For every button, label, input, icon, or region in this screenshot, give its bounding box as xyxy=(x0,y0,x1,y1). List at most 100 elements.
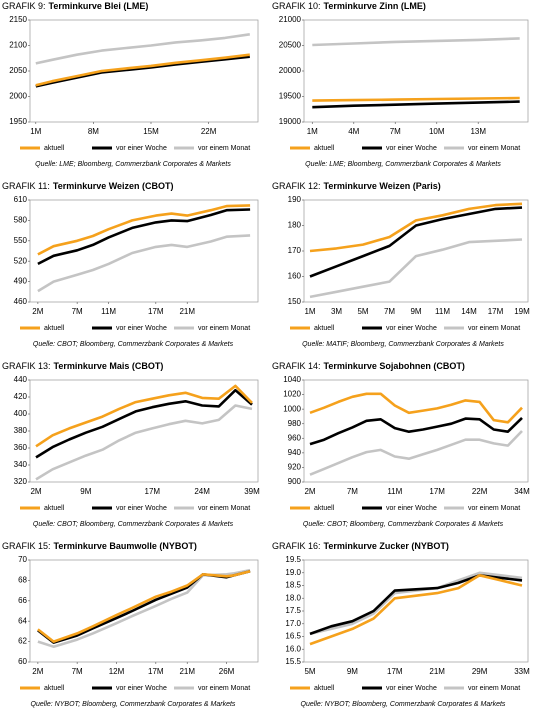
y-tick-label: 1020 xyxy=(283,390,301,399)
chart-label: GRAFIK 16: xyxy=(272,541,321,551)
x-tick-label: 8M xyxy=(88,127,99,136)
x-tick-label: 21M xyxy=(179,307,195,316)
series-line xyxy=(37,569,251,643)
x-tick-label: 12M xyxy=(109,667,125,676)
series-line xyxy=(309,238,523,299)
source-note: Quelle: MATIF; Bloomberg, Commerzbank Co… xyxy=(302,341,504,348)
legend-label: aktuell xyxy=(314,505,335,512)
y-tick-label: 1950 xyxy=(9,117,27,126)
series-line xyxy=(312,96,520,102)
plot-frame xyxy=(29,559,259,663)
y-tick-label: 490 xyxy=(14,277,28,286)
chart-title: GRAFIK 12: Terminkurve Weizen (Paris) xyxy=(272,181,441,191)
y-tick-label: 1000 xyxy=(283,404,301,413)
y-tick-label: 170 xyxy=(288,246,302,255)
x-tick-label: 7M xyxy=(72,667,83,676)
y-tick-label: 66 xyxy=(18,596,27,605)
legend-label: vor einer Woche xyxy=(386,505,437,512)
y-tick-label: 19.5 xyxy=(285,555,301,564)
x-tick-label: 7M xyxy=(347,487,358,496)
x-tick-label: 5M xyxy=(357,307,368,316)
x-tick-label: 24M xyxy=(194,487,210,496)
y-tick-label: 18.5 xyxy=(285,581,301,590)
y-tick-label: 70 xyxy=(18,555,27,564)
source-note: Quelle: CBOT; Bloomberg, Commerzbank Cor… xyxy=(303,521,504,528)
x-tick-label: 21M xyxy=(429,667,445,676)
chart-title-text: Terminkurve Baumwolle (NYBOT) xyxy=(54,541,197,551)
series-line xyxy=(309,574,523,646)
source-note: Quelle: LME; Bloomberg, Commerzbank Corp… xyxy=(305,161,501,168)
x-tick-label: 11M xyxy=(435,307,450,316)
x-tick-label: 2M xyxy=(32,307,43,316)
y-tick-label: 980 xyxy=(288,419,302,428)
x-tick-label: 19M xyxy=(514,307,530,316)
chart-label: GRAFIK 13: xyxy=(2,361,51,371)
y-tick-label: 19000 xyxy=(279,117,302,126)
chart-label: GRAFIK 14: xyxy=(272,361,321,371)
x-tick-label: 7M xyxy=(384,307,395,316)
y-tick-label: 380 xyxy=(14,426,28,435)
series-line xyxy=(37,234,251,293)
x-tick-label: 11M xyxy=(387,487,402,496)
x-tick-label: 10M xyxy=(429,127,445,136)
x-tick-label: 2M xyxy=(304,487,315,496)
y-tick-label: 19500 xyxy=(279,92,302,101)
y-tick-label: 150 xyxy=(288,297,302,306)
series-line xyxy=(312,37,520,47)
y-tick-label: 21000 xyxy=(279,15,302,24)
plot-frame xyxy=(303,199,529,303)
y-tick-label: 180 xyxy=(288,221,302,230)
y-tick-label: 580 xyxy=(14,216,28,225)
y-tick-label: 2000 xyxy=(9,92,27,101)
legend-label: aktuell xyxy=(44,685,65,692)
source-note: Quelle: CBOT; Bloomberg, Commerzbank Cor… xyxy=(33,341,234,348)
chart-title-text: Terminkurve Zucker (NYBOT) xyxy=(324,541,449,551)
x-tick-label: 1M xyxy=(30,127,41,136)
legend-label: vor einer Woche xyxy=(116,145,167,152)
plot-frame xyxy=(29,199,259,303)
legend-label: vor einem Monat xyxy=(468,145,520,152)
y-tick-label: 2050 xyxy=(9,66,27,75)
chart-label: GRAFIK 9: xyxy=(2,1,46,11)
x-tick-label: 3M xyxy=(331,307,342,316)
legend-label: vor einem Monat xyxy=(468,325,520,332)
legend-label: aktuell xyxy=(44,505,65,512)
legend-label: aktuell xyxy=(314,325,335,332)
x-tick-label: 11M xyxy=(101,307,116,316)
y-tick-label: 900 xyxy=(288,477,302,486)
y-tick-label: 2100 xyxy=(9,41,27,50)
x-tick-label: 17M xyxy=(488,307,504,316)
x-tick-label: 7M xyxy=(72,307,83,316)
plot-frame xyxy=(303,379,529,483)
chart-title: GRAFIK 9: Terminkurve Blei (LME) xyxy=(2,1,148,11)
chart-title-text: Terminkurve Mais (CBOT) xyxy=(54,361,164,371)
chart-title: GRAFIK 16: Terminkurve Zucker (NYBOT) xyxy=(272,541,449,551)
legend-label: vor einem Monat xyxy=(198,505,250,512)
series-line xyxy=(35,55,250,88)
chart-title: GRAFIK 14: Terminkurve Sojabohnen (CBOT) xyxy=(272,361,465,371)
x-tick-label: 1M xyxy=(304,307,315,316)
x-tick-label: 15M xyxy=(143,127,159,136)
legend-label: vor einem Monat xyxy=(198,145,250,152)
x-tick-label: 22M xyxy=(201,127,217,136)
legend-label: aktuell xyxy=(44,145,65,152)
chart-label: GRAFIK 10: xyxy=(272,1,321,11)
legend-label: vor einer Woche xyxy=(116,685,167,692)
x-tick-label: 17M xyxy=(148,307,164,316)
y-tick-label: 2150 xyxy=(9,15,27,24)
series-line xyxy=(309,392,523,424)
x-tick-label: 21M xyxy=(179,667,195,676)
y-tick-label: 610 xyxy=(14,195,28,204)
x-tick-label: 13M xyxy=(470,127,486,136)
series-line xyxy=(309,202,523,253)
y-tick-label: 920 xyxy=(288,463,302,472)
source-note: Quelle: NYBOT; Bloomberg, Commerzbank Co… xyxy=(301,701,506,708)
x-tick-label: 17M xyxy=(145,487,161,496)
y-tick-label: 340 xyxy=(14,460,28,469)
plot-frame xyxy=(29,19,259,123)
y-tick-label: 360 xyxy=(14,443,28,452)
source-note: Quelle: LME; Bloomberg, Commerzbank Corp… xyxy=(35,161,231,168)
chart-title: GRAFIK 10: Terminkurve Zinn (LME) xyxy=(272,1,426,11)
series-line xyxy=(309,416,523,446)
